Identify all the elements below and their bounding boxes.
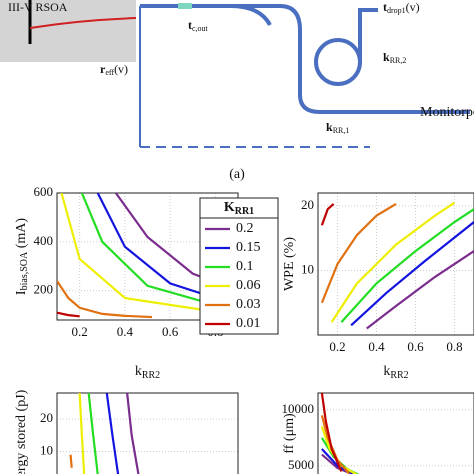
x-tick-label: 0.2 xyxy=(72,324,88,339)
series-line xyxy=(57,311,80,318)
series-line xyxy=(126,393,140,474)
legend-title-main: K xyxy=(224,200,235,215)
x-tick-label: 0.6 xyxy=(162,324,179,339)
axes-frame xyxy=(317,392,474,474)
y-tick-label: 10000 xyxy=(282,401,315,416)
series-line xyxy=(60,193,238,317)
x-tick-label: 0.4 xyxy=(117,324,134,339)
y-axis-label-main: ergy stored (pJ) xyxy=(14,389,29,474)
x-axis-label-sub: RR2 xyxy=(390,370,408,381)
y-axis-label: ff (μm) xyxy=(282,413,297,454)
series-line xyxy=(320,203,397,304)
k-rr2-label: kRR,2 xyxy=(383,50,406,65)
y-tick-label: 200 xyxy=(34,282,54,297)
y-tick-label: 10 xyxy=(301,261,314,276)
panel-label: (a) xyxy=(229,167,245,182)
series-line xyxy=(80,193,238,313)
legend: KRR1 0.2 0.15 0.1 0.06 0.03 0.01 xyxy=(199,197,279,335)
legend-title: KRR1 xyxy=(224,200,254,217)
y-axis-label-sub: bias,SOA xyxy=(19,251,30,290)
series-line xyxy=(330,201,456,323)
plot-area xyxy=(69,393,140,474)
y-tick-label: 20 xyxy=(40,410,53,425)
series-line xyxy=(57,280,153,319)
series-line xyxy=(105,393,120,474)
y-axis-label: Ibias,SOA (mA) xyxy=(14,218,30,295)
series-line xyxy=(78,393,86,474)
legend-title-sub: RR1 xyxy=(235,206,254,217)
y-axis-label-main: I xyxy=(14,290,29,295)
plot-area xyxy=(320,201,474,330)
coupler xyxy=(229,4,272,27)
r-eff-label: reff(v) xyxy=(100,62,128,77)
diagram: III-V RSOA reff(v) tc,out tdrop1(v) kRR,… xyxy=(0,0,474,148)
axes-frame xyxy=(317,192,474,336)
legend-label: 0.1 xyxy=(236,259,254,274)
x-tick-label: 0.2 xyxy=(329,339,345,354)
x-axis-label-main: k xyxy=(383,364,390,379)
t-drop-label: tdrop1(v) xyxy=(383,0,420,15)
x-axis-label: kRR2 xyxy=(135,364,160,381)
y-axis-label-tail: (mA) xyxy=(14,218,29,252)
drop-waveguide xyxy=(358,8,378,62)
phase-section xyxy=(178,3,192,9)
y-axis-label-main: ff (μm) xyxy=(282,413,297,454)
series-line xyxy=(350,221,474,327)
x-tick-label: 0.4 xyxy=(368,339,385,354)
x-tick-label: 0.6 xyxy=(407,339,424,354)
y-tick-label: 600 xyxy=(34,184,54,199)
ring xyxy=(314,38,362,86)
legend-label: 0.01 xyxy=(236,316,261,331)
y-tick-label: 5000 xyxy=(288,457,314,472)
series-line xyxy=(320,393,343,472)
y-tick-label: 400 xyxy=(34,233,54,248)
x-axis-label-main: k xyxy=(135,364,142,379)
series-line xyxy=(87,393,99,474)
x-tick-label: 0.8 xyxy=(446,339,462,354)
legend-label: 0.15 xyxy=(236,240,261,255)
rsoa-label: III-V RSOA xyxy=(8,0,68,14)
chart: 10 20 ergy stored (pJ) xyxy=(14,389,239,474)
gain-waveguide xyxy=(29,17,137,29)
monitor-label: Monitorport xyxy=(420,105,474,120)
y-axis-label: ergy stored (pJ) xyxy=(14,389,29,474)
bus-waveguide xyxy=(140,4,470,114)
k-rr1-label: kRR,1 xyxy=(326,120,349,135)
y-axis-label: WPE (%) xyxy=(282,237,297,291)
x-axis-label-sub: RR2 xyxy=(142,370,160,381)
t-cout-label: tc,out xyxy=(188,18,209,33)
plot-area xyxy=(320,393,360,474)
rsoa-box xyxy=(0,0,136,62)
legend-label: 0.03 xyxy=(236,297,261,312)
chart: 10 20 0.2 0.4 0.6 0.8 WPE (%) kRR2 xyxy=(282,192,474,381)
x-axis-label: kRR2 xyxy=(383,364,408,381)
series-line xyxy=(366,250,474,330)
y-axis-label-main: WPE (%) xyxy=(282,237,297,291)
legend-label: 0.2 xyxy=(236,221,254,236)
y-tick-label: 20 xyxy=(301,197,314,212)
axes-frame xyxy=(56,392,239,474)
series-line xyxy=(340,208,474,323)
legend-label: 0.06 xyxy=(236,278,261,293)
y-tick-label: 10 xyxy=(40,442,53,457)
series-line xyxy=(320,203,335,226)
series-line xyxy=(69,454,73,468)
